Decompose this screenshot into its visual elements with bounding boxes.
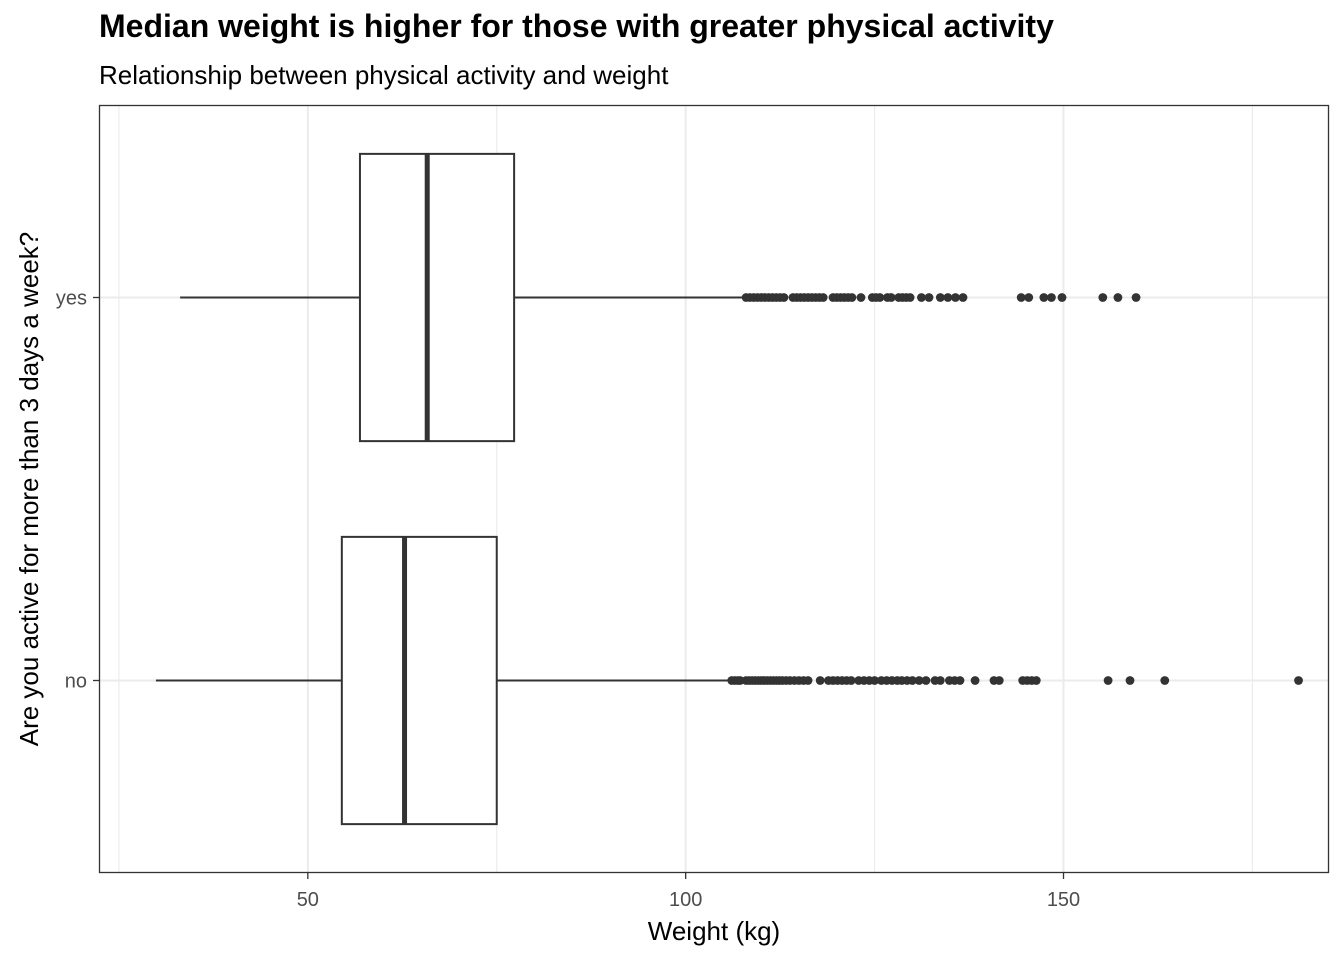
outlier-point: [907, 676, 917, 685]
outlier-point: [1131, 293, 1141, 302]
outlier-point: [847, 293, 857, 302]
y-axis-label: Are you active for more than 3 days a we…: [14, 232, 44, 747]
outlier-point: [1057, 293, 1067, 302]
iqr-box-yes: [358, 152, 516, 443]
outlier-point: [1031, 676, 1041, 685]
outlier-point: [1047, 293, 1056, 302]
outlier-point: [1160, 676, 1170, 685]
outlier-point: [955, 676, 965, 685]
axes: 50 100 150 no yes: [56, 288, 1080, 912]
chart-title: Median weight is higher for those with g…: [99, 8, 1054, 44]
x-tick-label: 100: [669, 889, 702, 911]
outlier-point: [886, 293, 896, 302]
outlier-point: [846, 676, 856, 685]
y-tick-label: no: [65, 671, 87, 693]
box-no: [155, 535, 730, 826]
outlier-point: [917, 293, 926, 302]
outlier-point: [856, 293, 866, 302]
chart-subtitle: Relationship between physical activity a…: [99, 60, 669, 90]
panel-border: [98, 104, 1330, 874]
outlier-point: [958, 293, 968, 302]
outlier-point: [935, 293, 945, 302]
outlier-point: [803, 676, 813, 685]
outlier-point: [870, 676, 879, 685]
outlier-point: [818, 293, 828, 302]
outlier-point: [1294, 676, 1303, 685]
outlier-point: [875, 293, 885, 302]
outlier-point: [815, 676, 825, 685]
outlier-point: [779, 293, 789, 302]
outlier-points: [727, 293, 1303, 685]
outlier-point: [1039, 293, 1049, 302]
outlier-point: [1016, 293, 1026, 302]
outlier-point: [735, 676, 745, 685]
y-tick-label: yes: [56, 288, 87, 310]
x-tick-label: 150: [1047, 889, 1080, 911]
box-yes: [180, 152, 744, 443]
outlier-point: [1113, 293, 1123, 302]
x-axis-label: Weight (kg): [648, 916, 780, 946]
outlier-point: [994, 676, 1004, 685]
outlier-point: [970, 676, 980, 685]
outlier-point: [905, 293, 915, 302]
outlier-point: [1125, 676, 1135, 685]
outlier-point: [1024, 293, 1034, 302]
outlier-point: [921, 676, 931, 685]
outlier-point: [1098, 293, 1108, 302]
outlier-point: [935, 676, 945, 685]
x-tick-label: 50: [297, 889, 319, 911]
outlier-point: [914, 676, 924, 685]
outlier-point: [943, 293, 953, 302]
iqr-box-no: [340, 535, 498, 826]
grid-lines: [100, 106, 1328, 872]
box-layer: [155, 152, 744, 826]
outlier-point: [951, 293, 960, 302]
outlier-point: [1103, 676, 1113, 685]
outlier-point: [924, 293, 934, 302]
